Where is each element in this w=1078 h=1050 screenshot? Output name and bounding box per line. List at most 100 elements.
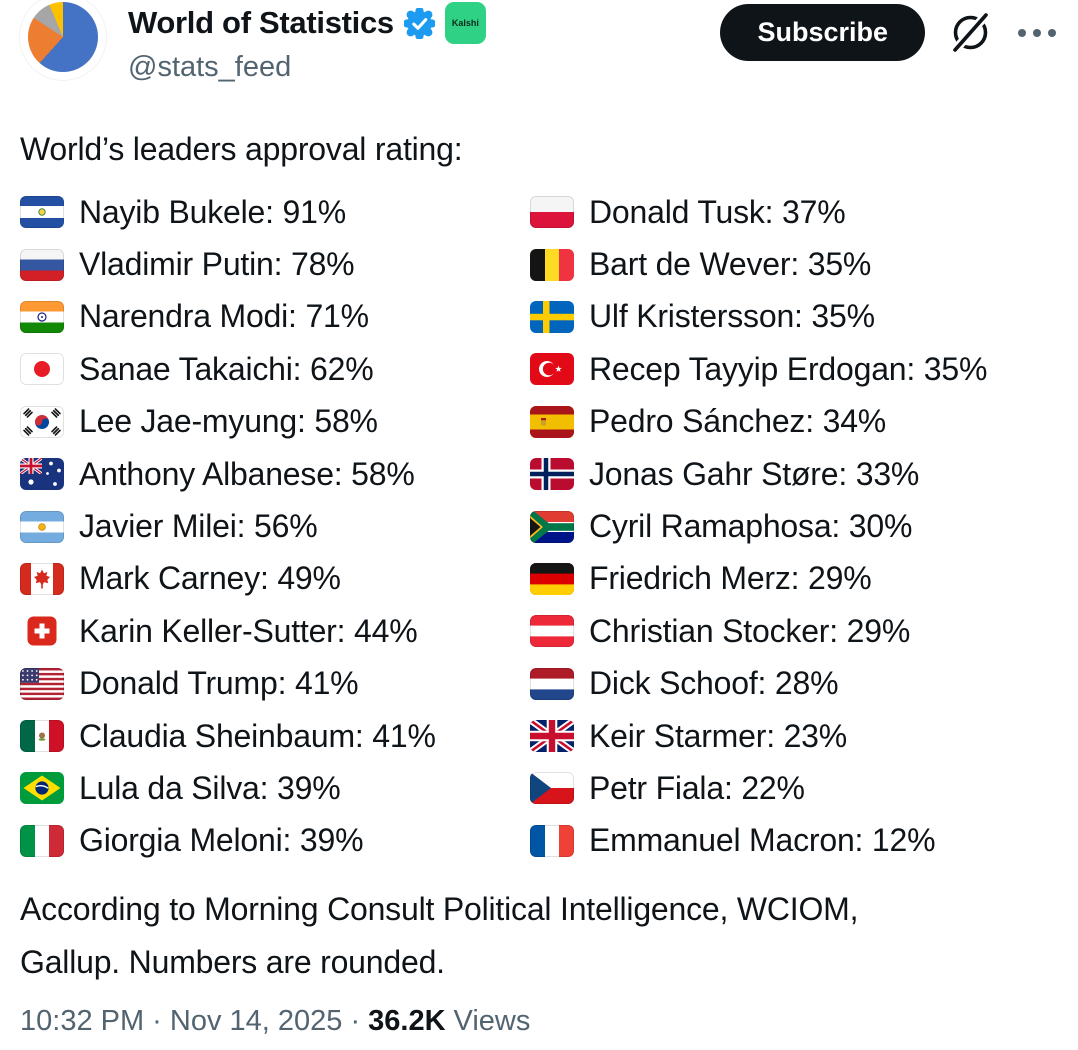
views-count: 36.2K [368, 1005, 446, 1038]
leader-approval-text: Anthony Albanese: 58% [79, 455, 415, 492]
flag-australia-icon [20, 458, 64, 491]
leader-approval-text: Dick Schoof: 28% [589, 665, 839, 702]
leader-approval-text: Nayib Bukele: 91% [79, 193, 346, 230]
flag-canada-icon [20, 562, 64, 595]
flag-mexico-icon [20, 720, 64, 753]
leader-approval-text: Friedrich Merz: 29% [589, 560, 872, 597]
grok-icon[interactable] [947, 9, 994, 56]
flag-turkey-icon [530, 353, 574, 386]
leader-approval-text: Christian Stocker: 29% [589, 612, 911, 649]
leader-row: Donald Tusk: 37% [530, 186, 987, 238]
leader-row: Vladimir Putin: 78% [20, 238, 530, 290]
flag-india-icon [20, 300, 64, 333]
leader-row: Lula da Silva: 39% [20, 762, 530, 814]
flag-netherlands-icon [530, 667, 574, 700]
leader-approval-text: Claudia Sheinbaum: 41% [79, 717, 436, 754]
flag-italy-icon [20, 824, 64, 857]
leader-approval-text: Giorgia Meloni: 39% [79, 822, 364, 859]
leader-row: Ulf Kristersson: 35% [530, 291, 987, 343]
timestamp-row: 10:32 PM · Nov 14, 2025 · 36.2K Views [20, 1005, 1058, 1038]
leader-row: Narendra Modi: 71% [20, 291, 530, 343]
leader-row: Lee Jae-myung: 58% [20, 396, 530, 448]
flag-uk-icon [530, 720, 574, 753]
leader-approval-text: Bart de Wever: 35% [589, 246, 872, 283]
flag-spain-icon [530, 405, 574, 438]
flag-switzerland-icon [20, 615, 64, 647]
leader-row: Friedrich Merz: 29% [530, 553, 987, 605]
post-time-date: 10:32 PM · Nov 14, 2025 · [20, 1005, 361, 1038]
subscribe-button[interactable]: Subscribe [720, 4, 925, 61]
leader-row: Giorgia Meloni: 39% [20, 815, 530, 867]
leader-row: Karin Keller-Sutter: 44% [20, 605, 530, 657]
flag-austria-icon [530, 615, 574, 648]
leader-row: Dick Schoof: 28% [530, 658, 987, 710]
leader-row: Anthony Albanese: 58% [20, 448, 530, 500]
leader-approval-text: Vladimir Putin: 78% [79, 246, 355, 283]
flag-el-salvador-icon [20, 196, 64, 229]
leader-approval-text: Cyril Ramaphosa: 30% [589, 508, 913, 545]
flag-brazil-icon [20, 772, 64, 805]
leader-approval-text: Narendra Modi: 71% [79, 298, 369, 335]
leader-row: Donald Trump: 41% [20, 658, 530, 710]
leader-row: Keir Starmer: 23% [530, 710, 987, 762]
avatar[interactable] [20, 0, 106, 80]
display-name[interactable]: World of Statistics [128, 5, 394, 40]
leader-row: Mark Carney: 49% [20, 553, 530, 605]
leader-row: Nayib Bukele: 91% [20, 186, 530, 238]
leader-row: Sanae Takaichi: 62% [20, 343, 530, 395]
leader-approval-text: Ulf Kristersson: 35% [589, 298, 875, 335]
leader-row: Petr Fiala: 22% [530, 762, 987, 814]
leader-row: Pedro Sánchez: 34% [530, 396, 987, 448]
leader-row: Javier Milei: 56% [20, 500, 530, 552]
post-text: World’s leaders approval rating: [20, 131, 463, 167]
leader-row: Bart de Wever: 35% [530, 238, 987, 290]
leader-row: Emmanuel Macron: 12% [530, 815, 987, 867]
leader-row: Jonas Gahr Støre: 33% [530, 448, 987, 500]
author-block: World of Statistics Kalshi [128, 0, 486, 84]
leaders-column-right: Donald Tusk: 37% Bart de Wever: 35% Ulf Kr… [530, 186, 987, 867]
leader-approval-text: Pedro Sánchez: 34% [589, 403, 887, 440]
leader-approval-text: Javier Milei: 56% [79, 508, 318, 545]
flag-argentina-icon [20, 510, 64, 543]
more-options-icon[interactable] [1016, 23, 1058, 43]
leader-approval-text: Recep Tayyip Erdogan: 35% [589, 350, 988, 387]
leader-approval-text: Lula da Silva: 39% [79, 769, 341, 806]
flag-germany-icon [530, 562, 574, 595]
pie-chart-avatar-icon [28, 2, 98, 72]
header-actions: Subscribe [720, 0, 1058, 61]
flag-russia-icon [20, 248, 64, 281]
verified-badge-icon [403, 7, 435, 39]
flag-japan-icon [20, 353, 64, 386]
flag-france-icon [530, 824, 574, 857]
tweet-header: World of Statistics Kalshi [20, 0, 1058, 88]
leader-approval-text: Jonas Gahr Støre: 33% [589, 455, 920, 492]
flag-south-africa-icon [530, 510, 574, 543]
flag-norway-icon [530, 458, 574, 491]
flag-sweden-icon [530, 300, 574, 333]
leader-approval-text: Karin Keller-Sutter: 44% [79, 612, 418, 649]
leader-row: Recep Tayyip Erdogan: 35% [530, 343, 987, 395]
source-note: According to Morning Consult Political I… [20, 891, 859, 981]
leader-approval-text: Keir Starmer: 23% [589, 717, 848, 754]
leaders-column-left: Nayib Bukele: 91% Vladimir Putin: 78% Nare… [20, 186, 530, 867]
leader-approval-text: Emmanuel Macron: 12% [589, 822, 936, 859]
flag-south-korea-icon [20, 405, 64, 438]
leader-row: Cyril Ramaphosa: 30% [530, 500, 987, 552]
leader-approval-text: Petr Fiala: 22% [589, 769, 805, 806]
leader-approval-text: Lee Jae-myung: 58% [79, 403, 378, 440]
kalshi-affiliate-badge[interactable]: Kalshi [444, 2, 486, 44]
flag-czech-republic-icon [530, 772, 574, 805]
leader-approval-text: Donald Trump: 41% [79, 665, 359, 702]
views-label: Views [453, 1005, 531, 1038]
author-name-row: World of Statistics Kalshi [128, 2, 486, 44]
user-handle[interactable]: @stats_feed [128, 51, 292, 83]
leader-approval-text: Donald Tusk: 37% [589, 193, 846, 230]
flag-belgium-icon [530, 248, 574, 281]
leaders-list: Nayib Bukele: 91% Vladimir Putin: 78% Nare… [20, 186, 1058, 867]
flag-poland-icon [530, 196, 574, 229]
leader-approval-text: Sanae Takaichi: 62% [79, 350, 374, 387]
flag-usa-icon [20, 667, 64, 700]
leader-row: Christian Stocker: 29% [530, 605, 987, 657]
leader-row: Claudia Sheinbaum: 41% [20, 710, 530, 762]
